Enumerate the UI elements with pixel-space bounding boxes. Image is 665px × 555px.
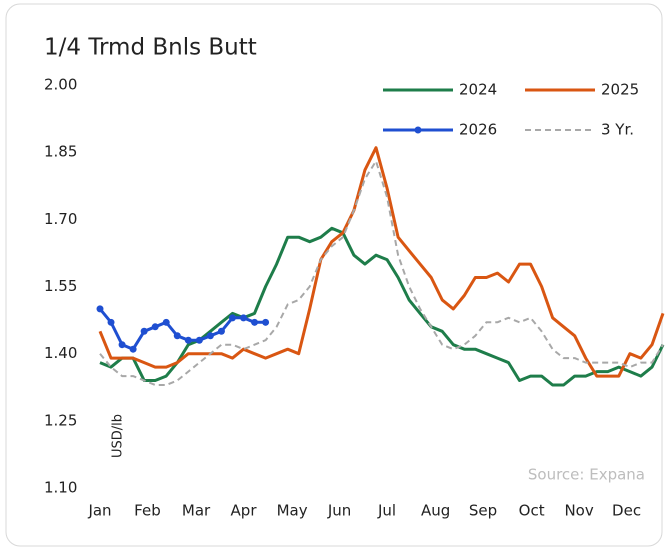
y-tick-label: 1.10 bbox=[44, 479, 77, 497]
legend-label: 3 Yr. bbox=[601, 121, 634, 139]
point bbox=[118, 341, 126, 349]
y-tick-label: 1.40 bbox=[44, 344, 77, 362]
legend-label: 2025 bbox=[601, 81, 639, 99]
legend-label: 2024 bbox=[459, 81, 497, 99]
point bbox=[240, 314, 248, 322]
card bbox=[5, 3, 663, 547]
x-tick-label: Mar bbox=[182, 502, 211, 520]
point bbox=[173, 332, 181, 340]
y-tick-label: 2.00 bbox=[44, 76, 77, 94]
x-tick-label: Sep bbox=[469, 502, 497, 520]
series-line bbox=[99, 226, 665, 387]
x-tick-label: Nov bbox=[564, 502, 593, 520]
x-tick-label: Aug bbox=[421, 502, 450, 520]
source: Source: Expana bbox=[528, 466, 645, 484]
x-tick-label: May bbox=[277, 502, 308, 520]
legend-marker bbox=[414, 126, 422, 134]
point bbox=[217, 327, 225, 335]
point bbox=[228, 314, 236, 322]
series-line bbox=[98, 146, 665, 378]
point bbox=[195, 336, 203, 344]
chart-title: 1/4 Trmd Bnls Butt bbox=[44, 35, 257, 61]
point bbox=[162, 318, 170, 326]
y-tick-label: 1.70 bbox=[44, 210, 77, 228]
point bbox=[140, 327, 148, 335]
y-tick-label: 1.85 bbox=[44, 143, 77, 161]
point bbox=[184, 336, 192, 344]
point bbox=[107, 318, 115, 326]
point bbox=[96, 305, 104, 313]
x-tick-label: Jul bbox=[377, 502, 396, 520]
x-tick-label: Jan bbox=[87, 502, 111, 520]
point bbox=[129, 345, 137, 353]
y-tick-label: 1.55 bbox=[44, 277, 77, 295]
x-tick-label: Jun bbox=[327, 502, 351, 520]
point bbox=[151, 323, 159, 331]
series-line bbox=[99, 160, 664, 386]
x-tick-label: Oct bbox=[519, 502, 545, 520]
point bbox=[206, 332, 214, 340]
y-axis-label: USD/lb bbox=[111, 414, 126, 458]
x-tick-label: Apr bbox=[231, 502, 258, 520]
legend-label: 2026 bbox=[459, 121, 497, 139]
y-tick-label: 1.25 bbox=[44, 411, 77, 429]
x-tick-label: Feb bbox=[134, 502, 161, 520]
point bbox=[262, 318, 270, 326]
point bbox=[251, 318, 259, 326]
series-line bbox=[98, 307, 266, 351]
x-tick-label: Dec bbox=[612, 502, 641, 520]
